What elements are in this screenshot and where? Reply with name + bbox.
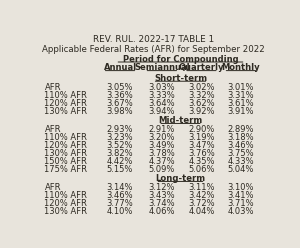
Text: Long-term: Long-term [155, 174, 206, 183]
Text: REV. RUL. 2022-17 TABLE 1: REV. RUL. 2022-17 TABLE 1 [93, 35, 214, 44]
Text: 3.91%: 3.91% [228, 107, 254, 116]
Text: 120% AFR: 120% AFR [44, 199, 87, 208]
Text: 110% AFR: 110% AFR [44, 191, 87, 200]
Text: 5.06%: 5.06% [188, 165, 215, 174]
Text: 3.71%: 3.71% [228, 199, 254, 208]
Text: 3.77%: 3.77% [107, 199, 134, 208]
Text: 3.94%: 3.94% [148, 107, 175, 116]
Text: Applicable Federal Rates (AFR) for September 2022: Applicable Federal Rates (AFR) for Septe… [42, 45, 265, 54]
Text: 4.04%: 4.04% [188, 207, 214, 216]
Text: 3.42%: 3.42% [188, 191, 215, 200]
Text: 3.64%: 3.64% [148, 99, 175, 108]
Text: 3.78%: 3.78% [148, 149, 175, 158]
Text: 3.92%: 3.92% [188, 107, 215, 116]
Text: 4.33%: 4.33% [228, 157, 254, 166]
Text: 3.61%: 3.61% [228, 99, 254, 108]
Text: 3.36%: 3.36% [107, 91, 134, 100]
Text: 3.14%: 3.14% [107, 183, 133, 192]
Text: 4.06%: 4.06% [148, 207, 175, 216]
Text: 3.02%: 3.02% [188, 83, 215, 92]
Text: 3.31%: 3.31% [228, 91, 254, 100]
Text: Semiannual: Semiannual [134, 63, 190, 72]
Text: 130% AFR: 130% AFR [44, 149, 88, 158]
Text: Period for Compounding: Period for Compounding [123, 55, 238, 64]
Text: 3.76%: 3.76% [188, 149, 215, 158]
Text: 3.19%: 3.19% [188, 133, 215, 142]
Text: 3.01%: 3.01% [228, 83, 254, 92]
Text: 3.03%: 3.03% [148, 83, 175, 92]
Text: 4.03%: 4.03% [228, 207, 254, 216]
Text: 3.12%: 3.12% [148, 183, 175, 192]
Text: 3.82%: 3.82% [107, 149, 133, 158]
Text: 3.05%: 3.05% [107, 83, 133, 92]
Text: AFR: AFR [44, 183, 61, 192]
Text: 3.98%: 3.98% [107, 107, 133, 116]
Text: 5.09%: 5.09% [149, 165, 175, 174]
Text: Mid-term: Mid-term [158, 116, 202, 125]
Text: 110% AFR: 110% AFR [44, 91, 87, 100]
Text: 3.67%: 3.67% [107, 99, 134, 108]
Text: Monthly: Monthly [222, 63, 260, 72]
Text: 2.90%: 2.90% [188, 125, 214, 134]
Text: 3.62%: 3.62% [188, 99, 215, 108]
Text: 2.91%: 2.91% [149, 125, 175, 134]
Text: 175% AFR: 175% AFR [44, 165, 88, 174]
Text: 3.10%: 3.10% [228, 183, 254, 192]
Text: 3.11%: 3.11% [188, 183, 215, 192]
Text: Short-term: Short-term [154, 74, 207, 83]
Text: 150% AFR: 150% AFR [44, 157, 87, 166]
Text: 120% AFR: 120% AFR [44, 141, 87, 150]
Text: AFR: AFR [44, 83, 61, 92]
Text: 3.43%: 3.43% [148, 191, 175, 200]
Text: Quarterly: Quarterly [179, 63, 224, 72]
Text: 4.37%: 4.37% [148, 157, 175, 166]
Text: 3.46%: 3.46% [107, 191, 133, 200]
Text: 120% AFR: 120% AFR [44, 99, 87, 108]
Text: AFR: AFR [44, 125, 61, 134]
Text: 3.49%: 3.49% [148, 141, 175, 150]
Text: 3.41%: 3.41% [228, 191, 254, 200]
Text: 4.10%: 4.10% [107, 207, 133, 216]
Text: 4.35%: 4.35% [188, 157, 215, 166]
Text: 4.42%: 4.42% [107, 157, 133, 166]
Text: 3.23%: 3.23% [107, 133, 133, 142]
Text: 3.74%: 3.74% [148, 199, 175, 208]
Text: 3.20%: 3.20% [148, 133, 175, 142]
Text: 5.15%: 5.15% [107, 165, 133, 174]
Text: 3.47%: 3.47% [188, 141, 215, 150]
Text: 3.52%: 3.52% [107, 141, 133, 150]
Text: 5.04%: 5.04% [228, 165, 254, 174]
Text: 110% AFR: 110% AFR [44, 133, 87, 142]
Text: 3.46%: 3.46% [228, 141, 254, 150]
Text: 3.72%: 3.72% [188, 199, 215, 208]
Text: 3.75%: 3.75% [228, 149, 254, 158]
Text: 3.33%: 3.33% [148, 91, 175, 100]
Text: 2.89%: 2.89% [228, 125, 254, 134]
Text: 130% AFR: 130% AFR [44, 107, 88, 116]
Text: 3.18%: 3.18% [228, 133, 254, 142]
Text: Annual: Annual [103, 63, 136, 72]
Text: 130% AFR: 130% AFR [44, 207, 88, 216]
Text: 3.32%: 3.32% [188, 91, 215, 100]
Text: 2.93%: 2.93% [107, 125, 133, 134]
